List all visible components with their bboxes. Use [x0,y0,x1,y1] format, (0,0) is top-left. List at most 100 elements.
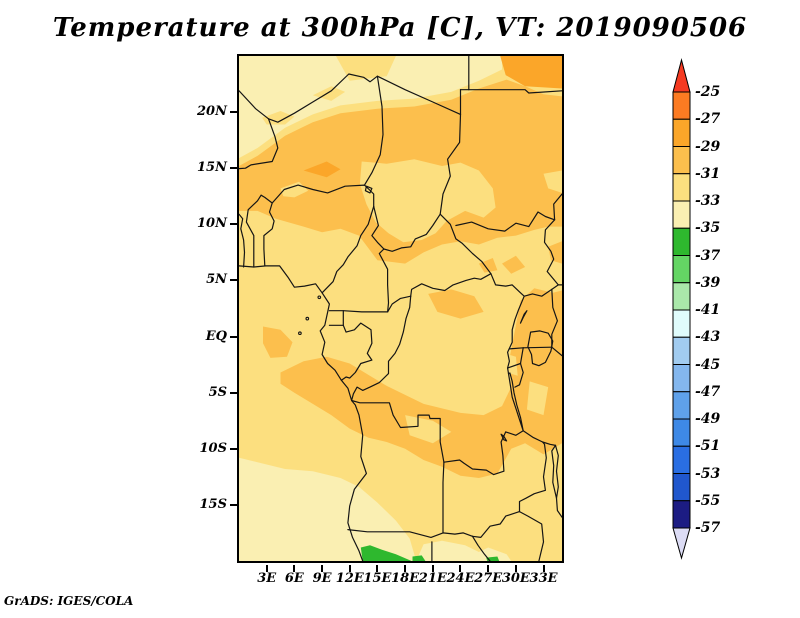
country-border [455,211,556,232]
colorbar-tick-label: -55 [695,493,721,509]
latitude-tick-label: 10N [197,216,227,232]
country-border [522,430,557,446]
longitude-tick-label: 18E [391,571,420,586]
contour-fill-region [548,241,562,264]
colorbar-tick-label: -57 [695,520,721,536]
country-border [519,310,528,324]
country-border [347,529,474,538]
country-border [442,461,445,534]
longitude-tick [542,565,545,572]
island-outline [317,295,322,300]
country-border [245,194,262,268]
country-border [508,347,524,350]
colorbar-tick-label: -45 [695,357,721,373]
colorbar-tick-label: -25 [695,84,721,100]
colorbar-top-arrow [672,58,691,93]
longitude-tick [321,565,324,572]
contour-fill-region [543,170,562,193]
longitude-tick-label: 3E [257,571,277,586]
colorbar-tick-label: -43 [695,329,721,345]
contour-fill-region [428,289,484,319]
country-border [321,205,375,294]
colorbar-segment [672,146,691,175]
longitude-tick [265,565,268,572]
latitude-tick [230,223,237,226]
colorbar-tick-label: -51 [695,438,721,454]
grads-credit: GrADS: IGES/COLA [4,594,134,608]
country-border [340,322,373,381]
latitude-tick [230,391,237,394]
colorbar-tick-label: -53 [695,466,721,482]
contour-fill-region [478,258,498,273]
colorbar-segment [672,118,691,147]
country-border [500,433,508,442]
longitude-tick [431,565,434,572]
colorbar-tick-label: -41 [695,302,721,318]
contour-fill-region [416,540,512,561]
colorbar-tick-label: -33 [695,193,721,209]
country-border [260,194,275,267]
longitude-tick-label: 21E [418,571,447,586]
latitude-tick [230,111,237,114]
colorbar-segment [672,173,691,202]
latitude-tick [230,167,237,170]
country-border [239,265,368,561]
country-border [514,362,524,388]
contour-fill-region [359,159,496,243]
country-border [364,185,373,194]
contour-fill-region [263,326,293,358]
country-border [271,184,375,207]
colorbar-tick-label: -27 [695,111,721,127]
longitude-tick [487,565,490,572]
colorbar-segment [672,227,691,256]
colorbar-segment [672,364,691,393]
longitude-tick [293,565,296,572]
colorbar-segment [672,391,691,420]
country-border [555,497,562,518]
colorbar-tick-label: -29 [695,139,721,155]
longitude-tick-label: 6E [284,571,304,586]
colorbar-segment [672,445,691,474]
longitude-tick-label: 9E [312,571,332,586]
country-border [239,213,246,268]
country-border [439,213,492,275]
country-border [543,219,562,286]
longitude-tick-label: 30E [501,571,530,586]
latitude-tick-label: 5S [208,384,227,400]
contour-fill-region [500,56,562,89]
country-border [371,205,385,250]
colorbar-segment [672,200,691,229]
contour-fill-region [360,545,412,561]
country-border [378,248,390,313]
latitude-tick [230,335,237,338]
country-border [471,511,521,538]
contour-fill-region [239,56,502,159]
longitude-tick-label: 27E [474,571,503,586]
longitude-tick [404,565,407,572]
country-border [350,295,412,402]
latitude-tick-label: EQ [205,328,227,344]
longitude-tick [514,565,517,572]
country-border [507,372,524,432]
contour-fill-region [262,111,295,125]
island-outline [298,331,302,336]
country-border [410,273,492,297]
colorbar-segment [672,309,691,338]
country-border [363,75,384,186]
colorbar-tick-label: -31 [695,166,721,182]
country-border [522,346,553,349]
country-border [239,118,279,170]
country-border [553,193,562,221]
latitude-tick-label: 15S [199,496,227,512]
country-border [518,441,547,513]
colorbar-segment [672,500,691,529]
contour-fill-region [303,161,341,178]
island-outline [305,316,310,321]
country-border [439,113,462,215]
country-border [551,346,562,357]
longitude-tick-label: 24E [446,571,475,586]
longitude-tick [348,565,351,572]
contour-fill-region [412,555,426,561]
longitude-tick-label: 12E [335,571,364,586]
